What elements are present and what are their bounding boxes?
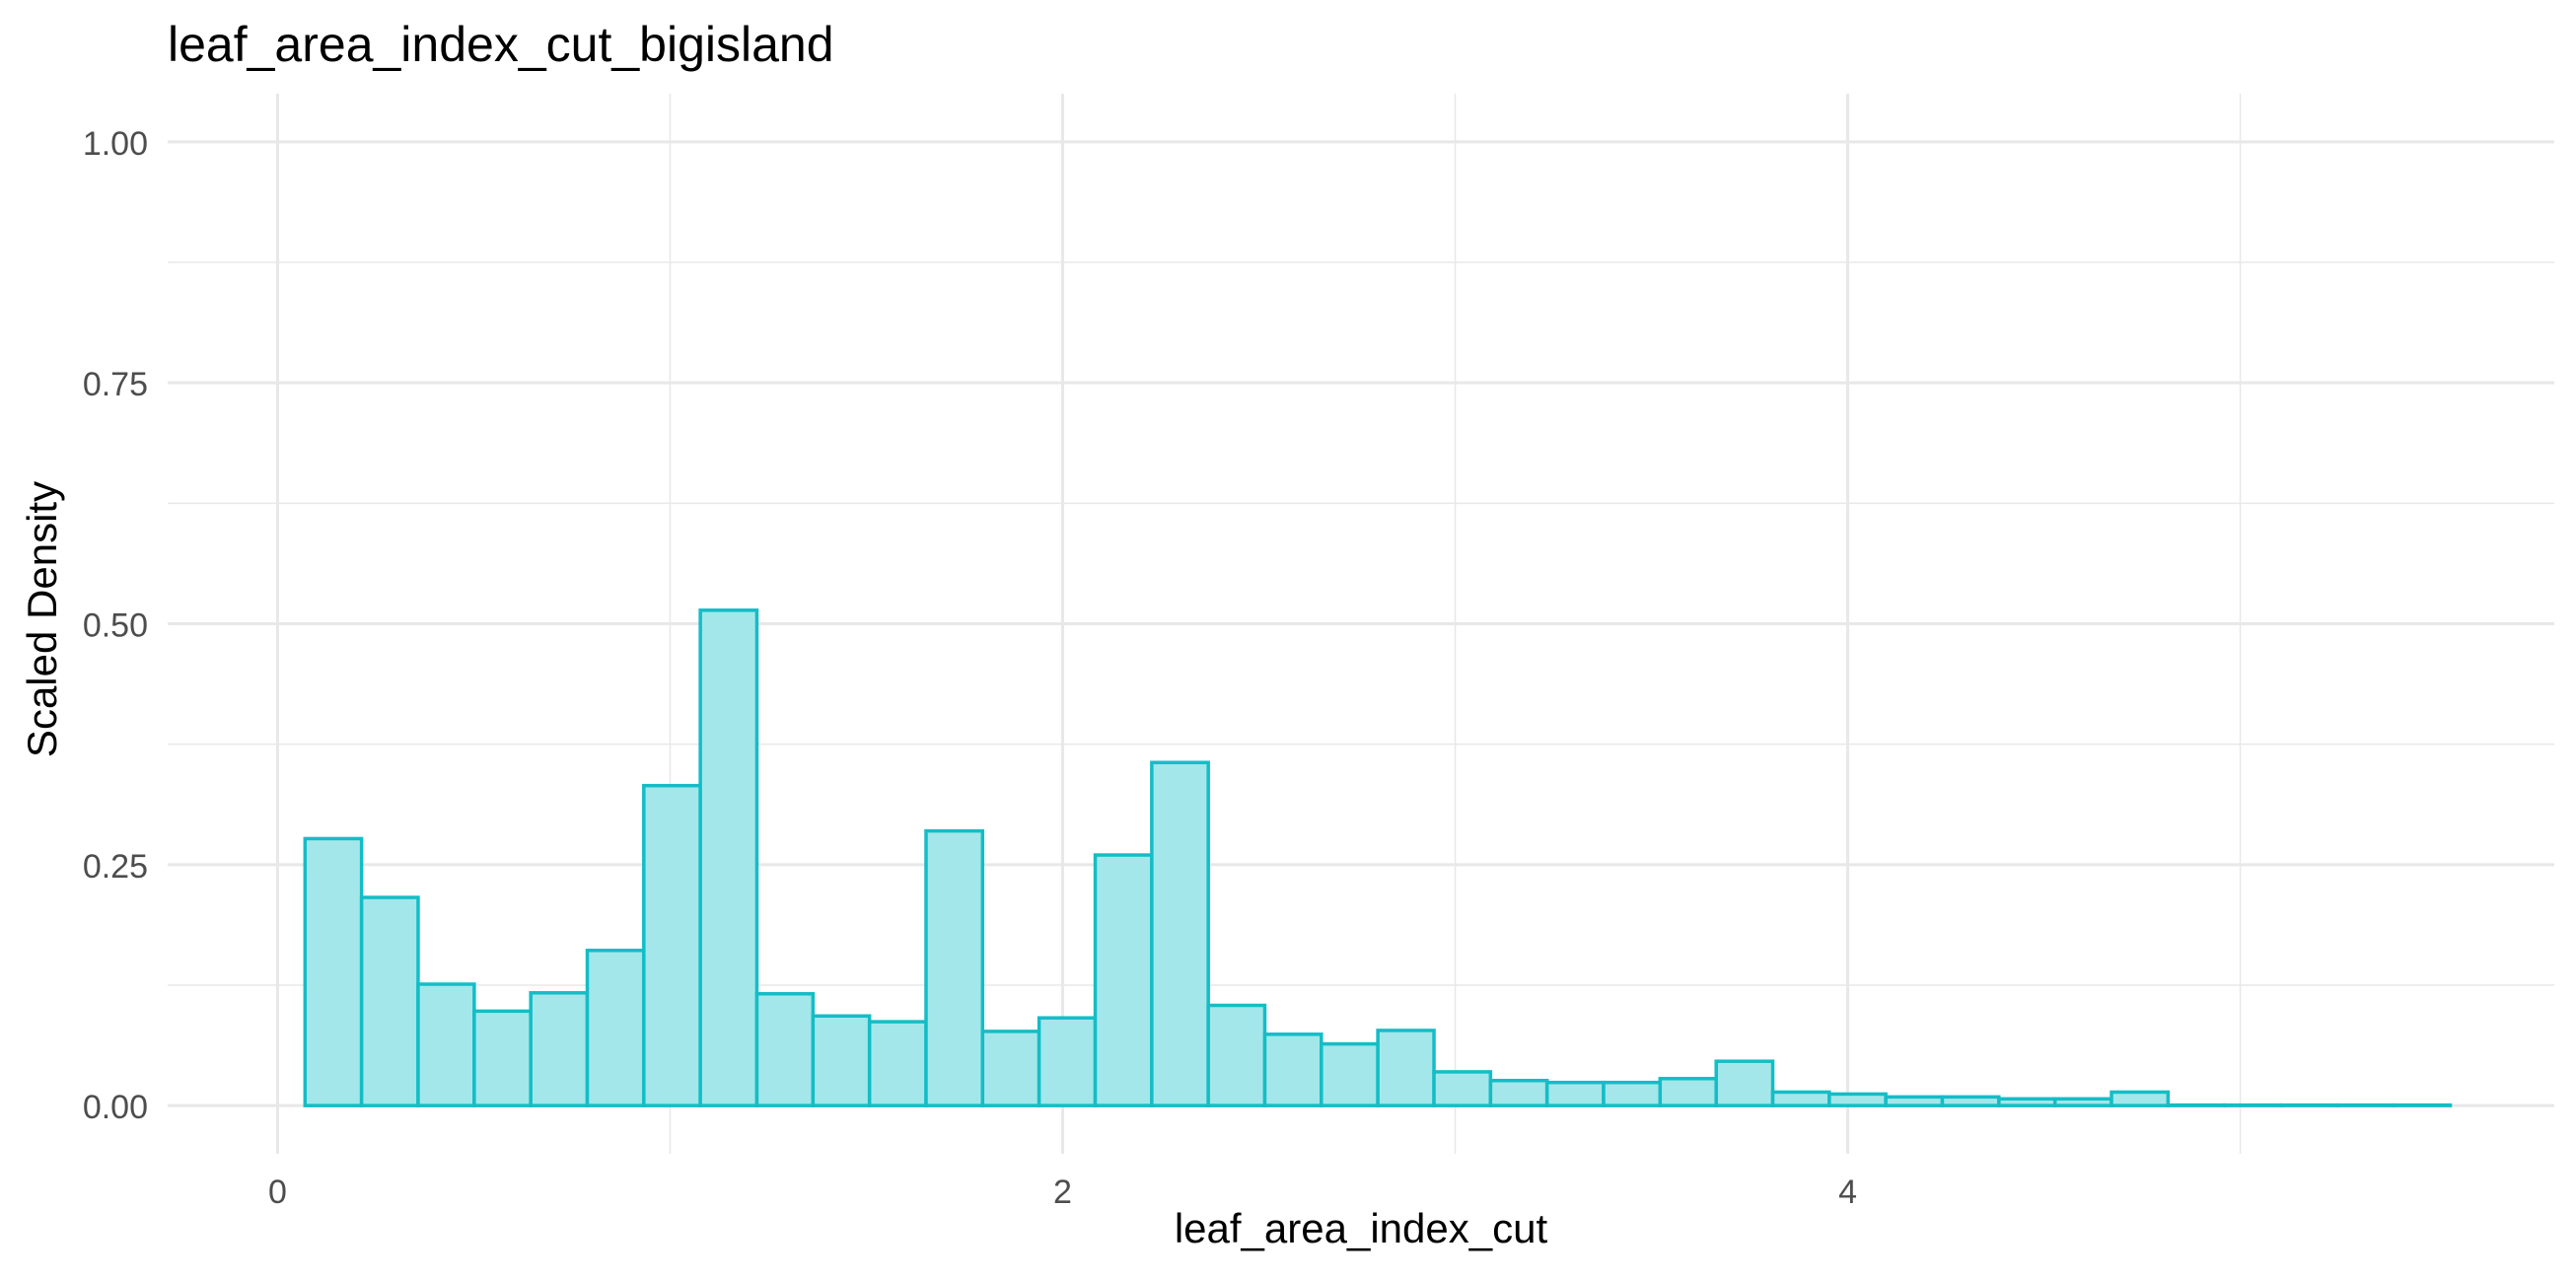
histogram-bar: [2052, 1097, 2113, 1107]
histogram-bar: [1488, 1078, 1549, 1107]
histogram-bar: [2392, 1102, 2453, 1107]
histogram-bar: [359, 895, 420, 1107]
histogram-bar: [1544, 1080, 1606, 1107]
histogram-bar: [924, 828, 985, 1107]
x-tick-label: 4: [1838, 1173, 1857, 1211]
histogram-bar: [867, 1020, 928, 1107]
y-axis-label: Scaled Density: [19, 481, 65, 757]
histogram-bar: [529, 991, 590, 1107]
histogram-bar: [1320, 1041, 1380, 1107]
histogram-bar: [1432, 1070, 1493, 1107]
histogram-bar: [1714, 1059, 1775, 1107]
chart-title: leaf_area_index_cut_bigisland: [168, 17, 834, 72]
histogram-bar: [2110, 1090, 2171, 1107]
y-tick-label: 0.75: [83, 366, 148, 403]
histogram-bar: [303, 836, 364, 1107]
histogram-bar: [754, 992, 816, 1107]
histogram-bar: [980, 1030, 1041, 1107]
histogram-bar: [2222, 1102, 2283, 1107]
histogram-bar: [698, 608, 759, 1107]
x-axis-tick-labels: 0 2 4: [268, 1173, 1857, 1211]
y-tick-label: 0.00: [83, 1089, 148, 1126]
y-tick-label: 1.00: [83, 125, 148, 163]
histogram-bar: [585, 949, 646, 1107]
histogram-bar: [472, 1009, 533, 1107]
histogram-bar: [1206, 1003, 1267, 1107]
histogram-bar: [1093, 853, 1154, 1107]
histogram-bar: [1376, 1029, 1436, 1107]
histogram-bar: [1997, 1097, 2057, 1107]
y-axis-tick-labels: 0.00 0.25 0.50 0.75 1.00: [83, 125, 148, 1126]
y-tick-label: 0.25: [83, 848, 148, 886]
histogram-bars: [303, 608, 2453, 1107]
y-tick-label: 0.50: [83, 607, 148, 645]
histogram-bar: [1770, 1090, 1831, 1107]
histogram-bar: [2279, 1102, 2339, 1107]
histogram-bar: [1037, 1016, 1098, 1107]
histogram-bar: [811, 1014, 872, 1107]
x-tick-label: 0: [268, 1173, 287, 1211]
grid-major: [168, 94, 2554, 1154]
x-axis-label: leaf_area_index_cut: [1175, 1205, 1548, 1251]
histogram-bar: [1262, 1032, 1324, 1107]
x-tick-label: 2: [1053, 1173, 1072, 1211]
histogram-bar: [416, 982, 476, 1107]
histogram-bar: [2166, 1102, 2227, 1107]
histogram-bar: [2335, 1102, 2396, 1107]
histogram-bar: [1940, 1095, 2001, 1107]
histogram-bar: [1150, 760, 1210, 1107]
histogram-bar: [642, 783, 702, 1107]
histogram-bar: [1658, 1077, 1718, 1107]
histogram-bar: [1827, 1092, 1888, 1107]
histogram-bar: [1602, 1080, 1663, 1107]
histogram-bar: [1884, 1095, 1945, 1107]
